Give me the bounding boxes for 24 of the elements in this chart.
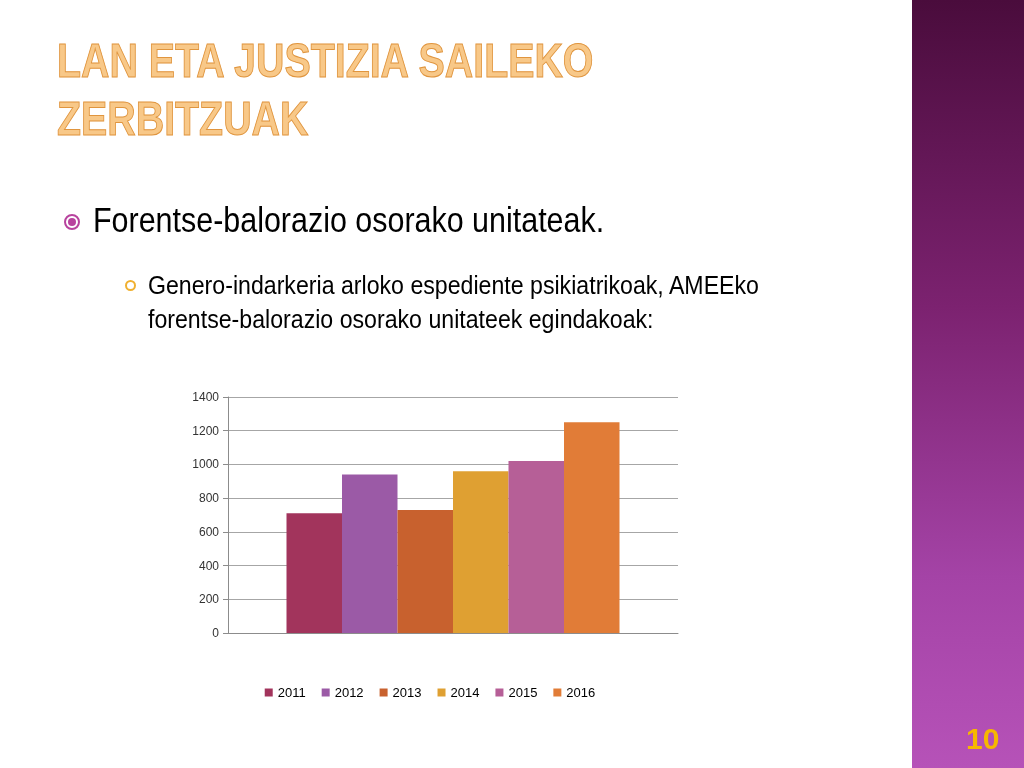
y-tick-label: 400 <box>198 558 220 573</box>
legend-label: 2014 <box>450 685 480 700</box>
bar <box>286 513 342 633</box>
legend-label: 2013 <box>392 685 422 700</box>
y-tick-label: 1200 <box>192 423 220 438</box>
legend-label: 2012 <box>334 685 364 700</box>
legend-label: 2016 <box>566 685 596 700</box>
bar <box>397 509 453 633</box>
chart-title: LAN ETA JUSTIZIA SAILEKO ZERBITZUAK <box>57 33 595 147</box>
y-tick-label: 800 <box>198 491 220 506</box>
bar <box>564 422 620 633</box>
bar <box>508 461 564 633</box>
text: 10 <box>966 722 1000 756</box>
y-tick-label: 1400 <box>192 390 220 404</box>
y-tick-label: 200 <box>198 592 220 607</box>
bar <box>453 471 509 633</box>
chart-subtitle: Forentse-balorazio osorako unitateak. <box>93 200 605 240</box>
text: Genero-indarkeria arloko espediente psikiatrikoak, AMEEko forentse-balorazio osorako unitateek egindakoak: <box>148 269 760 336</box>
bar <box>342 474 398 633</box>
legend-label: 2011 <box>277 685 306 700</box>
y-tick-label: 0 <box>212 626 220 640</box>
y-tick-label: 1000 <box>192 457 220 472</box>
y-tick-label: 600 <box>198 524 220 539</box>
legend-label: 2015 <box>508 685 538 700</box>
